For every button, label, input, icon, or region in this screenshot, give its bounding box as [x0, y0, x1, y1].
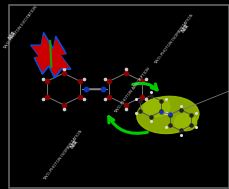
Text: TWO-PHOTON ISOMERIZATION: TWO-PHOTON ISOMERIZATION: [43, 129, 84, 182]
Text: TWO-PHOTON EXCITATION: TWO-PHOTON EXCITATION: [2, 5, 38, 51]
Polygon shape: [33, 36, 56, 71]
Polygon shape: [31, 33, 58, 74]
Text: TWO-PHOTON ISOMERIZATION: TWO-PHOTON ISOMERIZATION: [153, 13, 194, 65]
Polygon shape: [43, 36, 71, 78]
Polygon shape: [45, 39, 68, 75]
Ellipse shape: [143, 98, 169, 117]
FancyArrowPatch shape: [108, 117, 147, 133]
Text: TWO-PHOTON ABSORPTION: TWO-PHOTON ABSORPTION: [113, 67, 150, 115]
Ellipse shape: [136, 96, 198, 133]
Text: NIR: NIR: [180, 22, 190, 33]
Ellipse shape: [174, 114, 196, 131]
FancyArrowPatch shape: [132, 83, 156, 90]
Text: NIR: NIR: [8, 30, 17, 41]
Text: NIR: NIR: [69, 139, 79, 150]
